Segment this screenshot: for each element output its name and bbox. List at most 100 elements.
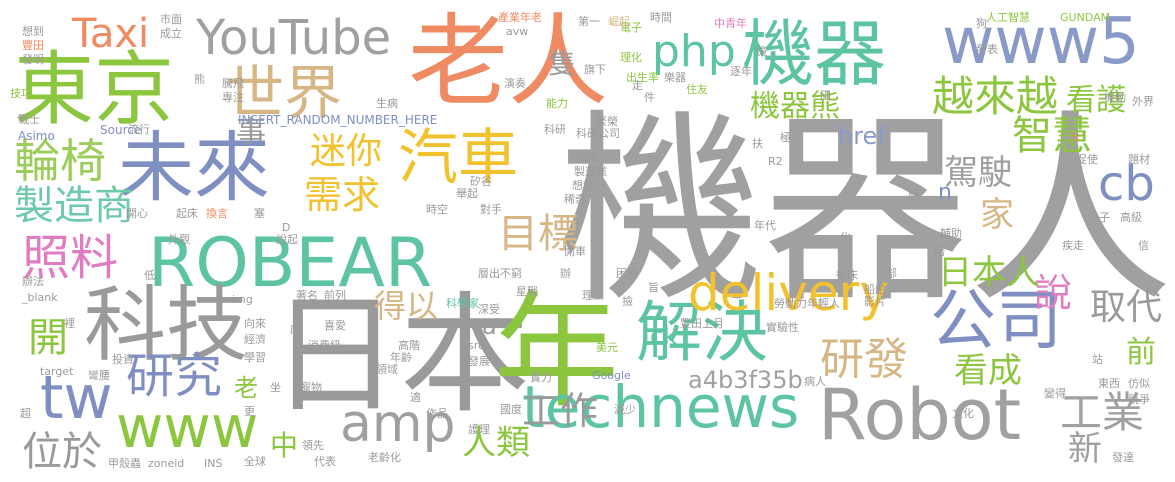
- word-kaiche: 開車: [564, 245, 586, 258]
- word-shiyan: 實驗性: [766, 321, 799, 334]
- word-xianglai: 向來: [244, 317, 266, 330]
- word-xuexi: 學習: [244, 351, 266, 364]
- word-xiangdao: 想到: [22, 25, 44, 38]
- word-zhuming: 著名: [296, 289, 318, 302]
- word-laolinghua: 老齡化: [368, 451, 401, 464]
- word-liuxing: 流行: [128, 123, 150, 136]
- word-kexue: 科學家: [446, 297, 479, 310]
- word-rengong: 人工智慧: [986, 11, 1030, 24]
- word-chengli: 成立: [160, 27, 182, 40]
- word-qixia: 旗下: [584, 63, 606, 76]
- word-kaji: 科技: [84, 278, 249, 373]
- word-source: Source: [100, 123, 142, 137]
- word-ticai: 題材: [1128, 153, 1150, 166]
- word-shigu: 矽谷: [470, 175, 492, 188]
- word-kanhu: 看護: [1066, 83, 1126, 118]
- word-di: 低: [144, 269, 155, 282]
- word-xiqi: 稀奇: [564, 193, 586, 206]
- word-jidong: 機動: [1104, 91, 1126, 104]
- word-xuqiu: 需求: [304, 173, 381, 217]
- word-gongzuo: 工作: [522, 389, 599, 433]
- word-riben: 日本: [270, 279, 531, 431]
- word-waijie: 外界: [1132, 95, 1154, 108]
- word-chao: 超: [20, 407, 31, 420]
- word-tian: 田: [820, 89, 831, 102]
- word-nengli: 能力: [546, 97, 568, 110]
- word-wanyao: 彎腰: [88, 369, 110, 382]
- word-weilai: 未來: [118, 123, 270, 212]
- word-gongye: 工業: [1060, 388, 1145, 437]
- word-zhaoliao: 照料: [22, 230, 119, 286]
- word-www: www: [116, 393, 259, 461]
- word-n: n: [938, 180, 952, 205]
- word-yanjiu: 研究: [126, 348, 223, 404]
- word-xingzhan: 星戰: [516, 285, 538, 298]
- word-pei: 陪: [934, 245, 945, 258]
- word-shimian: 市面: [160, 13, 182, 26]
- word-shuoqi: 說起: [276, 233, 298, 246]
- word-asimo: Asimo: [18, 129, 55, 143]
- word-yanzou: 演奏: [504, 77, 526, 90]
- word-img: img: [232, 293, 253, 306]
- word-shao: 少: [1070, 131, 1081, 144]
- word-qudai: 取代: [1090, 287, 1163, 328]
- word-lihua: 理化: [620, 51, 642, 64]
- word-robot-en: Robot: [818, 374, 1022, 456]
- word-laodong: 勞動力年輕人: [774, 297, 840, 310]
- word-faming: 發明: [22, 53, 44, 66]
- word-kegongsi: 科研公司: [576, 127, 620, 140]
- word-li: 裡: [64, 317, 75, 330]
- word-weiyu: 位於: [22, 429, 102, 475]
- word-jueqi: 崛起: [608, 15, 630, 28]
- word-zhunian: 逐年: [730, 65, 752, 78]
- word-ck: ck: [650, 322, 678, 350]
- word-gongsi: 公司: [930, 282, 1062, 359]
- word-kai: 開: [28, 315, 68, 361]
- word-banfa: 辦法: [22, 275, 44, 288]
- word-chuang: 床: [290, 323, 301, 336]
- word-lingxian: 領先: [302, 439, 324, 452]
- word-shili: 實力: [530, 371, 552, 384]
- word-nian: 年: [494, 280, 619, 425]
- word-xiaofei: 消費級: [308, 339, 341, 352]
- word-sai: 塞: [254, 207, 265, 220]
- word-kuaile: 開心: [126, 207, 148, 220]
- word-jian: 撿: [622, 295, 633, 308]
- word-avw: avw: [506, 25, 529, 38]
- word-waiguan: 外觀: [168, 233, 190, 246]
- word-youtube: YouTube: [196, 10, 392, 66]
- word-fu: 扶: [752, 137, 763, 150]
- word-target: target: [40, 365, 74, 378]
- word-gaodu: 高度: [576, 151, 598, 164]
- word-shuo: 說: [1034, 271, 1073, 315]
- word-fada: 發達: [1112, 451, 1134, 464]
- word-nianling: 年齡: [390, 351, 412, 364]
- word-cengchu: 層出不窮: [478, 267, 522, 280]
- word-juqi: 舉起: [456, 187, 478, 200]
- word-tengfei: 騰飛: [222, 77, 244, 90]
- word-touzi: 投資: [112, 353, 134, 366]
- word-shenshou: 深受: [478, 303, 500, 316]
- word-yueqi: 樂器: [664, 71, 686, 84]
- word-fengtian: 豐田上月: [680, 317, 724, 330]
- word-gundam: GUNDAM: [1060, 11, 1111, 24]
- word-zhizaoshang: 製造商: [14, 183, 134, 229]
- word-bianer: 變得: [1044, 387, 1066, 400]
- word-jiejue: 解決: [636, 294, 768, 371]
- word-taxi: Taxi: [72, 11, 150, 57]
- word-zou: 走: [632, 79, 643, 92]
- word-zoneid: zoneid: [148, 457, 185, 470]
- word-technews: technews: [522, 373, 800, 441]
- word-shi: 事: [236, 115, 266, 150]
- word-lunyi: 輪椅: [14, 134, 106, 188]
- word-qian: 前: [1126, 335, 1156, 370]
- word-zhi2: 旨: [648, 281, 659, 294]
- word-huli: 護理: [468, 423, 490, 436]
- word-jingji: 經濟: [244, 333, 266, 346]
- word-mini: 迷你: [310, 131, 383, 172]
- word-dongjing: 東京: [14, 43, 174, 136]
- word-shijian: 時間: [650, 11, 672, 24]
- word-shikong: 時空: [426, 203, 448, 216]
- word-fabiao: 發表: [976, 43, 998, 56]
